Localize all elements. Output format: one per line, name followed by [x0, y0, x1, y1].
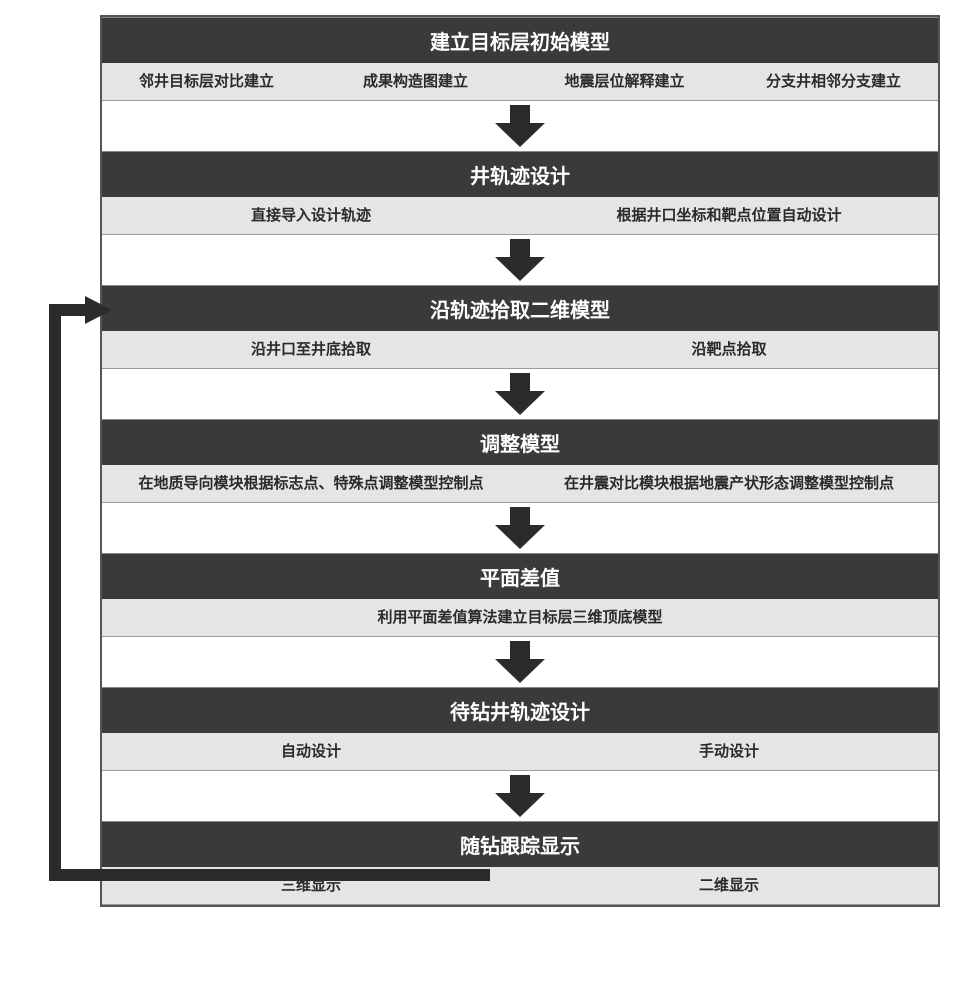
- step-6-subs: 自动设计 手动设计: [102, 733, 938, 771]
- step-4-header: 调整模型: [102, 419, 938, 465]
- step-1-sub-3: 地震层位解释建立: [520, 63, 729, 100]
- step-4-subs: 在地质导向模块根据标志点、特殊点调整模型控制点 在井震对比模块根据地震产状形态调…: [102, 465, 938, 503]
- step-7-sub-1: 三维显示: [102, 867, 520, 904]
- step-5-header: 平面差值: [102, 553, 938, 599]
- step-7: 随钻跟踪显示 三维显示 二维显示: [102, 821, 938, 905]
- step-1-sub-1: 邻井目标层对比建立: [102, 63, 311, 100]
- step-2-sub-2: 根据井口坐标和靶点位置自动设计: [520, 197, 938, 234]
- arrow-3-4: [102, 369, 938, 419]
- step-3-sub-2: 沿靶点拾取: [520, 331, 938, 368]
- step-5-sub-1: 利用平面差值算法建立目标层三维顶底模型: [102, 599, 938, 636]
- step-5: 平面差值 利用平面差值算法建立目标层三维顶底模型: [102, 553, 938, 637]
- arrow-5-6: [102, 637, 938, 687]
- step-2: 井轨迹设计 直接导入设计轨迹 根据井口坐标和靶点位置自动设计: [102, 151, 938, 235]
- step-3-sub-1: 沿井口至井底拾取: [102, 331, 520, 368]
- step-3: 沿轨迹拾取二维模型 沿井口至井底拾取 沿靶点拾取: [102, 285, 938, 369]
- step-1-header: 建立目标层初始模型: [102, 17, 938, 63]
- step-7-sub-2: 二维显示: [520, 867, 938, 904]
- step-4-sub-1: 在地质导向模块根据标志点、特殊点调整模型控制点: [102, 465, 520, 502]
- step-2-sub-1: 直接导入设计轨迹: [102, 197, 520, 234]
- step-4: 调整模型 在地质导向模块根据标志点、特殊点调整模型控制点 在井震对比模块根据地震…: [102, 419, 938, 503]
- down-arrow-icon: [490, 237, 550, 283]
- arrow-4-5: [102, 503, 938, 553]
- step-6-header: 待钻井轨迹设计: [102, 687, 938, 733]
- step-6: 待钻井轨迹设计 自动设计 手动设计: [102, 687, 938, 771]
- step-3-header: 沿轨迹拾取二维模型: [102, 285, 938, 331]
- step-2-subs: 直接导入设计轨迹 根据井口坐标和靶点位置自动设计: [102, 197, 938, 235]
- down-arrow-icon: [490, 371, 550, 417]
- step-4-sub-2: 在井震对比模块根据地震产状形态调整模型控制点: [520, 465, 938, 502]
- flowchart-container: 建立目标层初始模型 邻井目标层对比建立 成果构造图建立 地震层位解释建立 分支井…: [100, 15, 940, 907]
- arrow-1-2: [102, 101, 938, 151]
- step-5-subs: 利用平面差值算法建立目标层三维顶底模型: [102, 599, 938, 637]
- arrow-2-3: [102, 235, 938, 285]
- step-6-sub-1: 自动设计: [102, 733, 520, 770]
- step-1-sub-2: 成果构造图建立: [311, 63, 520, 100]
- step-1: 建立目标层初始模型 邻井目标层对比建立 成果构造图建立 地震层位解释建立 分支井…: [102, 17, 938, 101]
- step-6-sub-2: 手动设计: [520, 733, 938, 770]
- step-2-header: 井轨迹设计: [102, 151, 938, 197]
- step-3-subs: 沿井口至井底拾取 沿靶点拾取: [102, 331, 938, 369]
- step-7-header: 随钻跟踪显示: [102, 821, 938, 867]
- down-arrow-icon: [490, 103, 550, 149]
- step-1-sub-4: 分支井相邻分支建立: [729, 63, 938, 100]
- step-1-subs: 邻井目标层对比建立 成果构造图建立 地震层位解释建立 分支井相邻分支建立: [102, 63, 938, 101]
- step-7-subs: 三维显示 二维显示: [102, 867, 938, 905]
- arrow-6-7: [102, 771, 938, 821]
- down-arrow-icon: [490, 639, 550, 685]
- down-arrow-icon: [490, 505, 550, 551]
- down-arrow-icon: [490, 773, 550, 819]
